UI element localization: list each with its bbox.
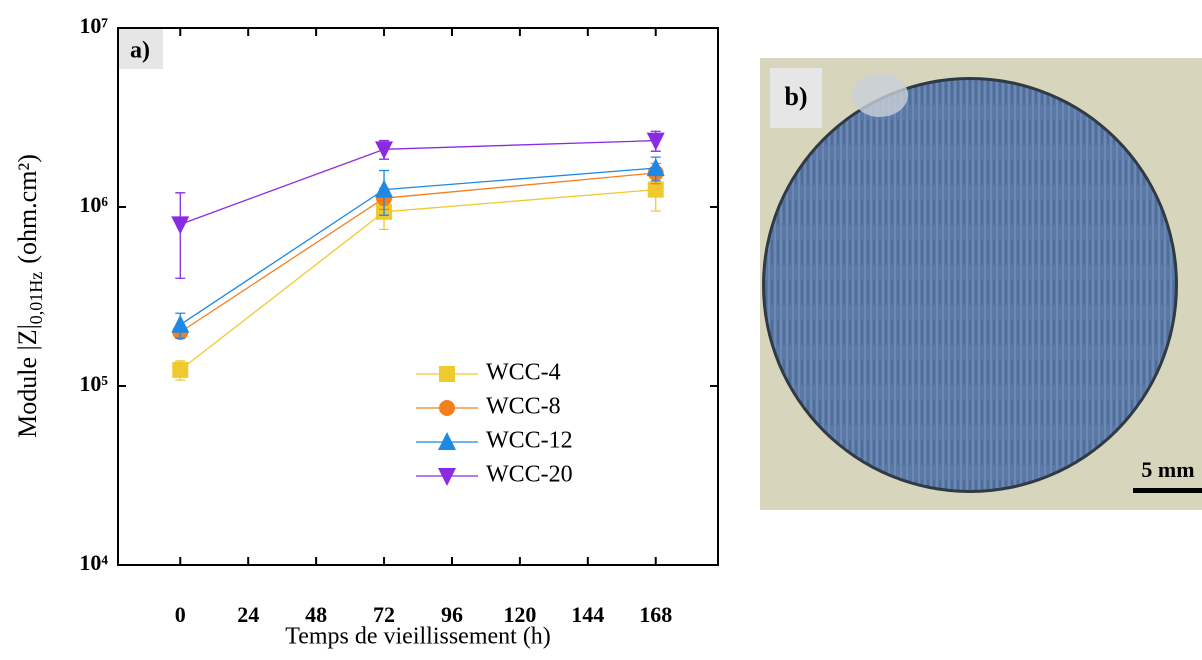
series-line bbox=[180, 139, 656, 225]
legend-marker bbox=[439, 366, 455, 382]
y-tick-label: 10⁶ bbox=[79, 192, 108, 217]
legend-marker bbox=[438, 468, 456, 486]
marker bbox=[375, 179, 394, 198]
legend-label: WCC-8 bbox=[486, 394, 561, 420]
x-tick-label: 96 bbox=[441, 602, 463, 627]
x-tick-label: 0 bbox=[175, 602, 186, 627]
y-tick-label: 10⁵ bbox=[79, 371, 108, 396]
marker bbox=[375, 141, 394, 160]
x-tick-label: 24 bbox=[237, 602, 259, 627]
legend-label: WCC-4 bbox=[486, 360, 561, 386]
y-axis-label-main: Module |Z| bbox=[13, 324, 42, 438]
y-tick-label: 10⁴ bbox=[79, 550, 108, 575]
y-axis-label-unit: (ohm.cm²) bbox=[13, 154, 42, 264]
x-tick-label: 144 bbox=[571, 602, 604, 627]
photo-panel: b) 5 mm bbox=[760, 58, 1202, 510]
y-tick-label: 10⁷ bbox=[79, 13, 108, 38]
marker bbox=[646, 132, 665, 151]
legend-marker bbox=[438, 432, 456, 450]
error-bar bbox=[175, 192, 186, 279]
marker bbox=[647, 181, 664, 198]
x-tick-label: 48 bbox=[305, 602, 327, 627]
series-line bbox=[179, 172, 656, 333]
marker bbox=[171, 314, 190, 333]
glare bbox=[852, 73, 908, 117]
plot-frame bbox=[117, 27, 719, 566]
legend-label: WCC-12 bbox=[486, 428, 573, 454]
sample-disc bbox=[765, 80, 1175, 490]
marker bbox=[171, 216, 190, 235]
x-tick-label: 72 bbox=[373, 602, 395, 627]
marker bbox=[646, 158, 665, 177]
y-axis-label: Module |Z|0,01Hz (ohm.cm²) bbox=[13, 154, 46, 438]
x-tick-label: 168 bbox=[639, 602, 672, 627]
marker bbox=[172, 361, 189, 378]
photo-label-box bbox=[770, 68, 822, 128]
series-line bbox=[179, 189, 656, 371]
scale-bar-label: 5 mm bbox=[1141, 457, 1194, 482]
x-axis-label: Temps de vieillissement (h) bbox=[285, 624, 551, 650]
y-axis-label-sub: 0,01Hz bbox=[26, 272, 46, 325]
legend-marker bbox=[439, 400, 455, 416]
scale-bar bbox=[1133, 488, 1202, 493]
legend-label: WCC-20 bbox=[486, 462, 573, 488]
photo-label: b) bbox=[784, 82, 807, 111]
x-tick-label: 120 bbox=[503, 602, 536, 627]
panel-label: a) bbox=[130, 38, 150, 64]
series-line bbox=[179, 167, 656, 326]
panel-label-box bbox=[119, 29, 163, 69]
